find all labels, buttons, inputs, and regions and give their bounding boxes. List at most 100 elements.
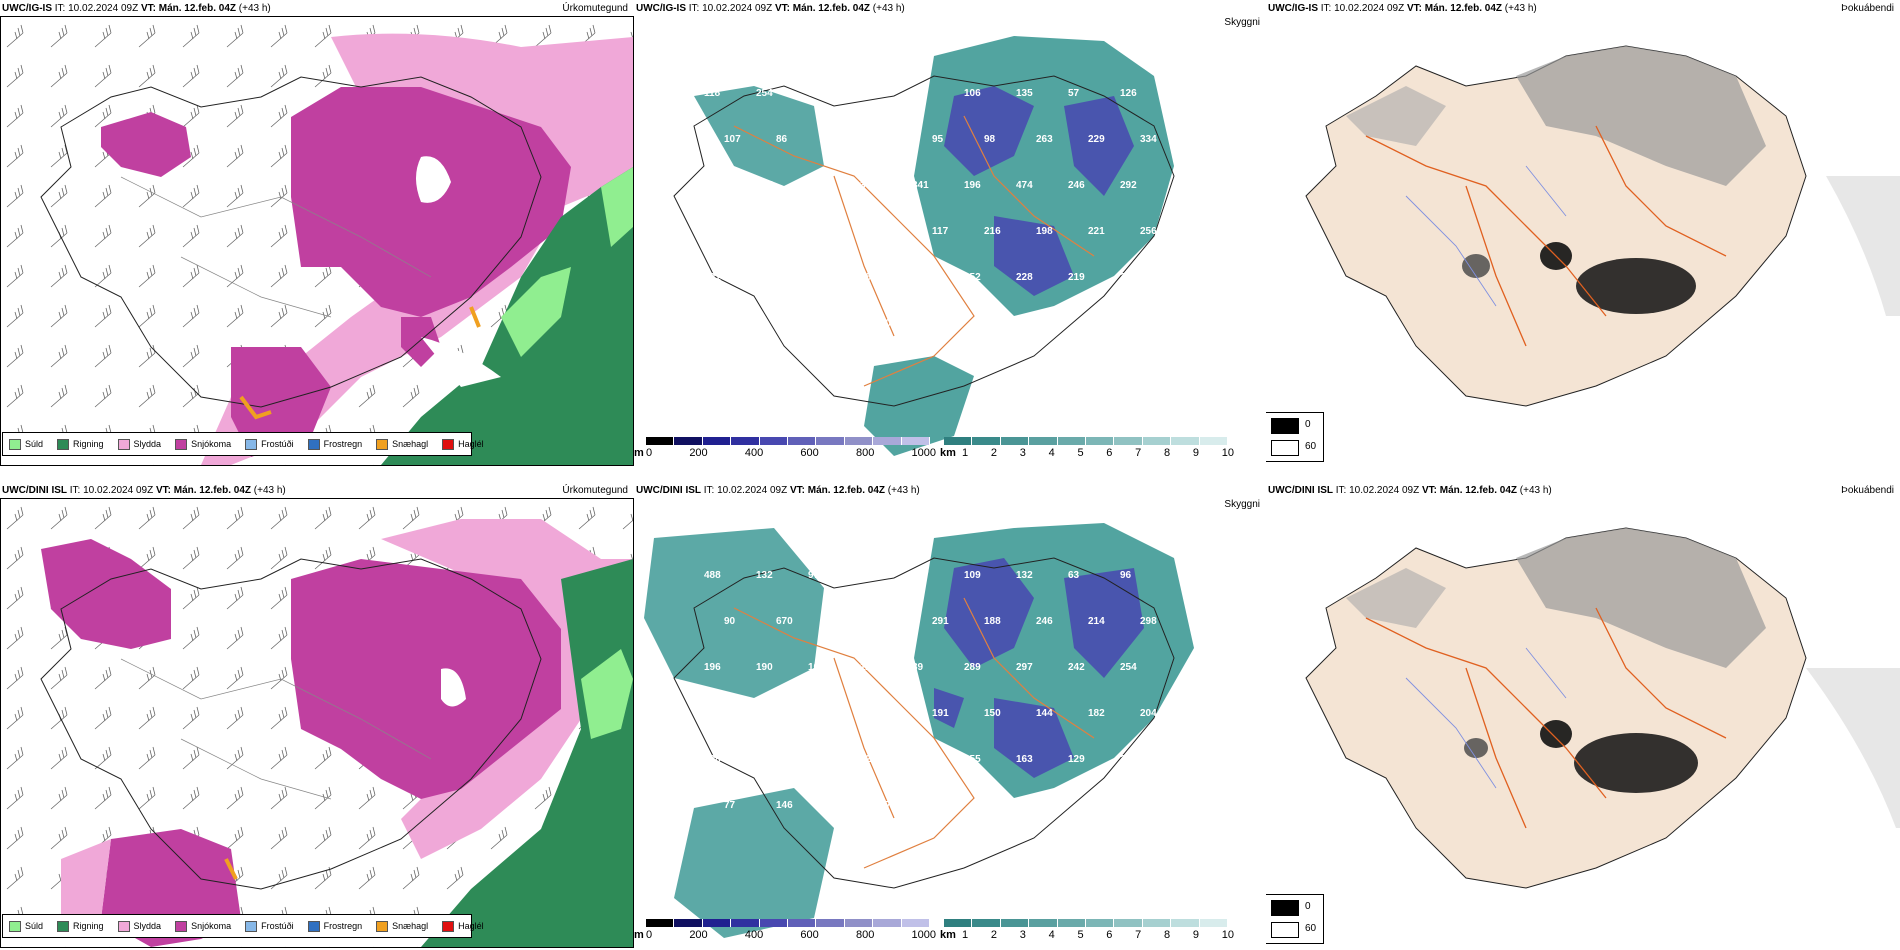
visibility-value-label: 109 (964, 570, 981, 581)
visibility-value-label: 144 (704, 180, 721, 191)
colorbar-tick-label: 800 (855, 929, 875, 941)
legend-item: Snæhagl (376, 438, 428, 450)
fog-legend-swatch (1271, 418, 1299, 434)
colorbar-tick-label: 7 (1135, 447, 1142, 459)
colorbar-segment (1086, 437, 1115, 445)
visibility-value-label: 146 (776, 800, 793, 811)
visibility-value-label: 187 (724, 226, 741, 237)
colorbar-segment (1057, 437, 1087, 445)
visibility-value-label: 208 (704, 754, 721, 765)
vis-m-unit: m (634, 447, 644, 459)
colorbar-tick-label: 0 (646, 929, 653, 941)
colorbar-segment (1114, 437, 1143, 445)
colorbar-segment (1086, 919, 1115, 927)
visibility-value-label: 474 (1016, 180, 1033, 191)
colorbar-segment (731, 919, 760, 927)
colorbar-segment (873, 919, 902, 927)
colorbar-tick-label: 2 (990, 929, 997, 941)
colorbar-tick-label: 1000 (911, 447, 936, 459)
legend-swatch (57, 920, 70, 932)
visibility-value-label: 200 (880, 708, 897, 719)
precip-map (1, 499, 633, 947)
colorbar-segment (646, 919, 675, 927)
colorbar-tick-label: 8 (1164, 929, 1171, 941)
visibility-value-label: 89 (912, 662, 924, 673)
visibility-value-label: 334 (1140, 134, 1157, 145)
visibility-value-label: 196 (964, 180, 981, 191)
colorbar-tick-label: 6 (1106, 929, 1113, 941)
colorbar-segment (646, 437, 675, 445)
visibility-value-label: 180 (880, 616, 897, 627)
colorbar-segment (1142, 919, 1172, 927)
visibility-panel-row1: UWC/IG-IS IT: 10.02.2024 09Z VT: Mán. 12… (634, 0, 1266, 466)
visibility-value-label: 429 (756, 272, 773, 283)
legend-swatch (442, 920, 455, 932)
legend-item: Haglél (442, 920, 484, 932)
visibility-value-label: 90 (724, 616, 736, 627)
visibility-value-label: 96 (1120, 570, 1132, 581)
colorbar-segment (759, 437, 789, 445)
colorbar-tick-label: 3 (1019, 447, 1026, 459)
visibility-value-label: 104 (724, 318, 741, 329)
colorbar-tick-label: 5 (1077, 447, 1084, 459)
visibility-value-label: 307 (808, 180, 825, 191)
panel-header: UWC/IG-IS IT: 10.02.2024 09Z VT: Mán. 12… (2, 3, 271, 14)
precip-legend: Súld Rigning Slydda Snjókoma Frostúði Fr… (2, 432, 484, 456)
vis-m-unit: m (634, 929, 644, 941)
visibility-value-label: 182 (860, 272, 877, 283)
visibility-value-label: 201 (704, 272, 721, 283)
colorbar-tick-label: 0 (646, 447, 653, 459)
precip-panel-row1: UWC/IG-IS IT: 10.02.2024 09Z VT: Mán. 12… (0, 0, 634, 466)
fog-legend: 0 60 (1266, 894, 1324, 944)
colorbar-tick-label: 2 (990, 447, 997, 459)
legend-swatch (245, 920, 258, 932)
visibility-value-label: 250 (912, 272, 929, 283)
legend-item: Frostúði (245, 438, 294, 450)
vis-m-colorbar (646, 919, 931, 927)
visibility-value-label: 142 (828, 134, 845, 145)
colorbar-segment (1171, 437, 1200, 445)
visibility-value-label: 292 (1120, 180, 1137, 191)
visibility-value-label: 196 (704, 662, 721, 673)
visibility-value-label: 189 (724, 708, 741, 719)
fog-panel-row2: UWC/DINI ISL IT: 10.02.2024 09Z VT: Mán.… (1266, 482, 1900, 948)
visibility-value-label: 257 (756, 180, 773, 191)
colorbar-segment (1171, 919, 1200, 927)
visibility-value-label: 152 (964, 272, 981, 283)
fog-map (1305, 45, 1900, 407)
panel-header: UWC/IG-IS IT: 10.02.2024 09Z VT: Mán. 12… (1268, 3, 1537, 14)
colorbar-tick-label: 1000 (911, 929, 936, 941)
visibility-value-label: 229 (1088, 134, 1105, 145)
visibility-value-label: 216 (984, 226, 1001, 237)
colorbar-tick-label: 3 (1019, 929, 1026, 941)
vis-km-unit: km (940, 929, 956, 941)
colorbar-tick-label: 9 (1192, 447, 1199, 459)
visibility-value-label: 147 (828, 616, 845, 627)
panel-title: Skyggni (1224, 17, 1260, 28)
visibility-value-label: 270 (776, 708, 793, 719)
colorbar-segment (972, 437, 1001, 445)
visibility-value-label: 872 (860, 88, 877, 99)
visibility-value-label: 204 (1140, 708, 1157, 719)
visibility-value-label: 163 (1016, 754, 1033, 765)
colorbar-tick-label: 7 (1135, 929, 1142, 941)
visibility-value-label: 488 (704, 570, 721, 581)
colorbar-segment (944, 437, 973, 445)
legend-swatch (117, 920, 130, 932)
colorbar-segment (788, 437, 817, 445)
legend-swatch (175, 438, 188, 450)
visibility-value-label: 214 (1088, 616, 1105, 627)
colorbar-tick-label: 800 (855, 447, 875, 459)
visibility-value-label: 126 (1120, 88, 1137, 99)
colorbar-tick-label: 4 (1048, 447, 1055, 459)
precip-panel-row2: UWC/DINI ISL IT: 10.02.2024 09Z VT: Mán.… (0, 482, 634, 948)
fog-panel-row1: UWC/IG-IS IT: 10.02.2024 09Z VT: Mán. 12… (1266, 0, 1900, 466)
visibility-value-label: 117 (932, 226, 949, 237)
visibility-value-label: 402 (1088, 318, 1105, 329)
visibility-value-label: 473 (880, 800, 897, 811)
visibility-value-label: 670 (776, 616, 793, 627)
visibility-value-label: 254 (756, 88, 773, 99)
visibility-value-label: 140 (880, 226, 897, 237)
visibility-value-label: 191 (932, 708, 949, 719)
vis-km-ticks: 1 2 3 4 5 6 7 8 9 10 (962, 929, 1234, 941)
